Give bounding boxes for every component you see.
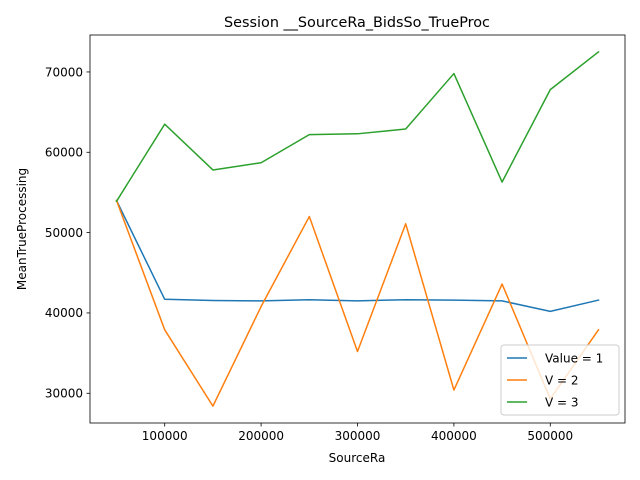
- y-axis-ticks: 30000 40000 50000 60000 70000: [45, 65, 90, 401]
- y-tick-label: 40000: [45, 306, 83, 320]
- y-tick-label: 50000: [45, 226, 83, 240]
- y-axis-label: MeanTrueProcessing: [15, 168, 29, 290]
- chart-title: Session __SourceRa_BidsSo_TrueProc: [224, 15, 490, 31]
- x-axis-ticks: 100000 200000 300000 400000 500000: [142, 423, 573, 443]
- x-axis-label: SourceRa: [329, 451, 386, 465]
- legend-label-3: V = 3: [545, 395, 579, 409]
- series-line-3: [115, 50, 600, 203]
- legend-label-1: Value = 1: [545, 351, 603, 365]
- legend-box: [500, 344, 620, 416]
- x-tick-label: 300000: [335, 429, 381, 443]
- x-tick-label: 400000: [431, 429, 477, 443]
- y-tick-label: 60000: [45, 146, 83, 160]
- legend-label-2: V = 2: [545, 373, 579, 387]
- y-tick-label: 70000: [45, 65, 83, 79]
- series-line-2: [115, 199, 600, 407]
- y-tick-label: 30000: [45, 387, 83, 401]
- x-tick-label: 200000: [238, 429, 284, 443]
- series-lines: [115, 50, 600, 407]
- legend: Value = 1 V = 2 V = 3: [500, 344, 620, 416]
- x-tick-label: 100000: [142, 429, 188, 443]
- series-line-1: [115, 199, 600, 313]
- x-tick-label: 500000: [527, 429, 573, 443]
